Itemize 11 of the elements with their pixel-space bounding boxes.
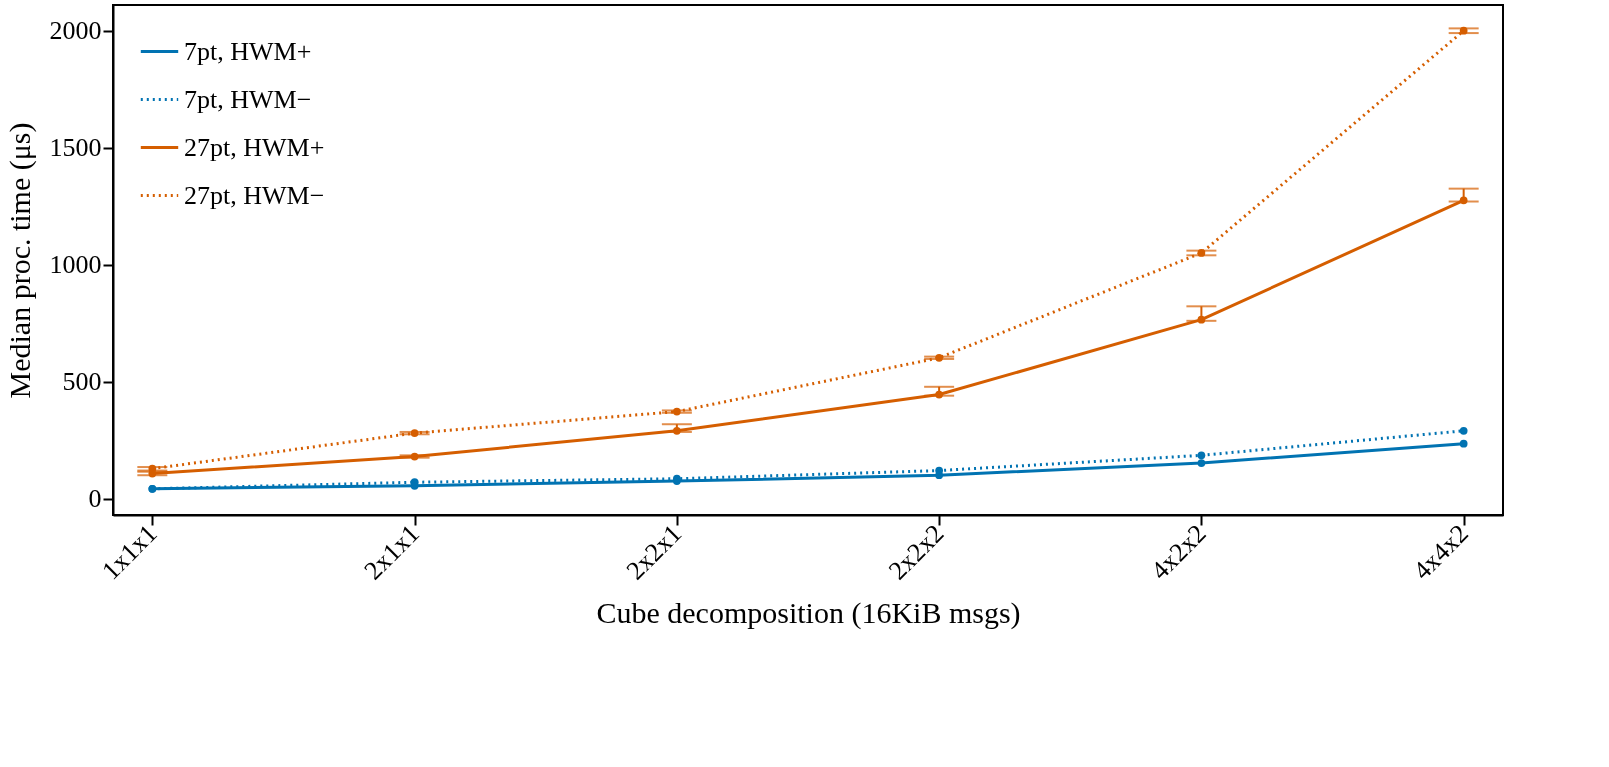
y-tick-label: 500 [62, 367, 102, 397]
legend-label: 27pt, HWM+ [184, 132, 325, 162]
y-tick-label: 1000 [49, 250, 102, 280]
y-axis-title: Median proc. time (μs) [2, 122, 37, 399]
y-tick-label: 0 [88, 484, 102, 514]
legend-label: 7pt, HWM− [184, 84, 312, 114]
legend-label: 7pt, HWM+ [184, 36, 312, 66]
x-axis-title: Cube decomposition (16KiB msgs) [596, 595, 1021, 630]
y-tick-label: 1500 [49, 133, 102, 163]
y-tick-label: 2000 [49, 16, 102, 46]
legend-label: 27pt, HWM− [184, 180, 325, 210]
